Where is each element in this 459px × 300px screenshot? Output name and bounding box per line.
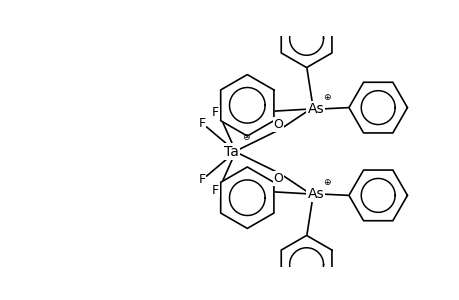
Text: ⊕: ⊕ — [323, 93, 330, 102]
Text: F: F — [212, 184, 219, 196]
Text: F: F — [198, 173, 205, 186]
Text: As: As — [307, 187, 324, 201]
Text: As: As — [307, 102, 324, 116]
Text: O: O — [273, 172, 282, 185]
Polygon shape — [348, 82, 407, 133]
Polygon shape — [348, 170, 407, 221]
Polygon shape — [220, 167, 273, 228]
Polygon shape — [280, 236, 331, 294]
Text: ⊕: ⊕ — [323, 178, 330, 187]
Text: F: F — [198, 117, 205, 130]
Text: O: O — [273, 118, 282, 131]
Text: Ta: Ta — [224, 145, 239, 158]
Text: ⊖: ⊖ — [241, 133, 249, 142]
Polygon shape — [280, 9, 331, 68]
Text: F: F — [212, 106, 219, 119]
Polygon shape — [220, 75, 273, 136]
